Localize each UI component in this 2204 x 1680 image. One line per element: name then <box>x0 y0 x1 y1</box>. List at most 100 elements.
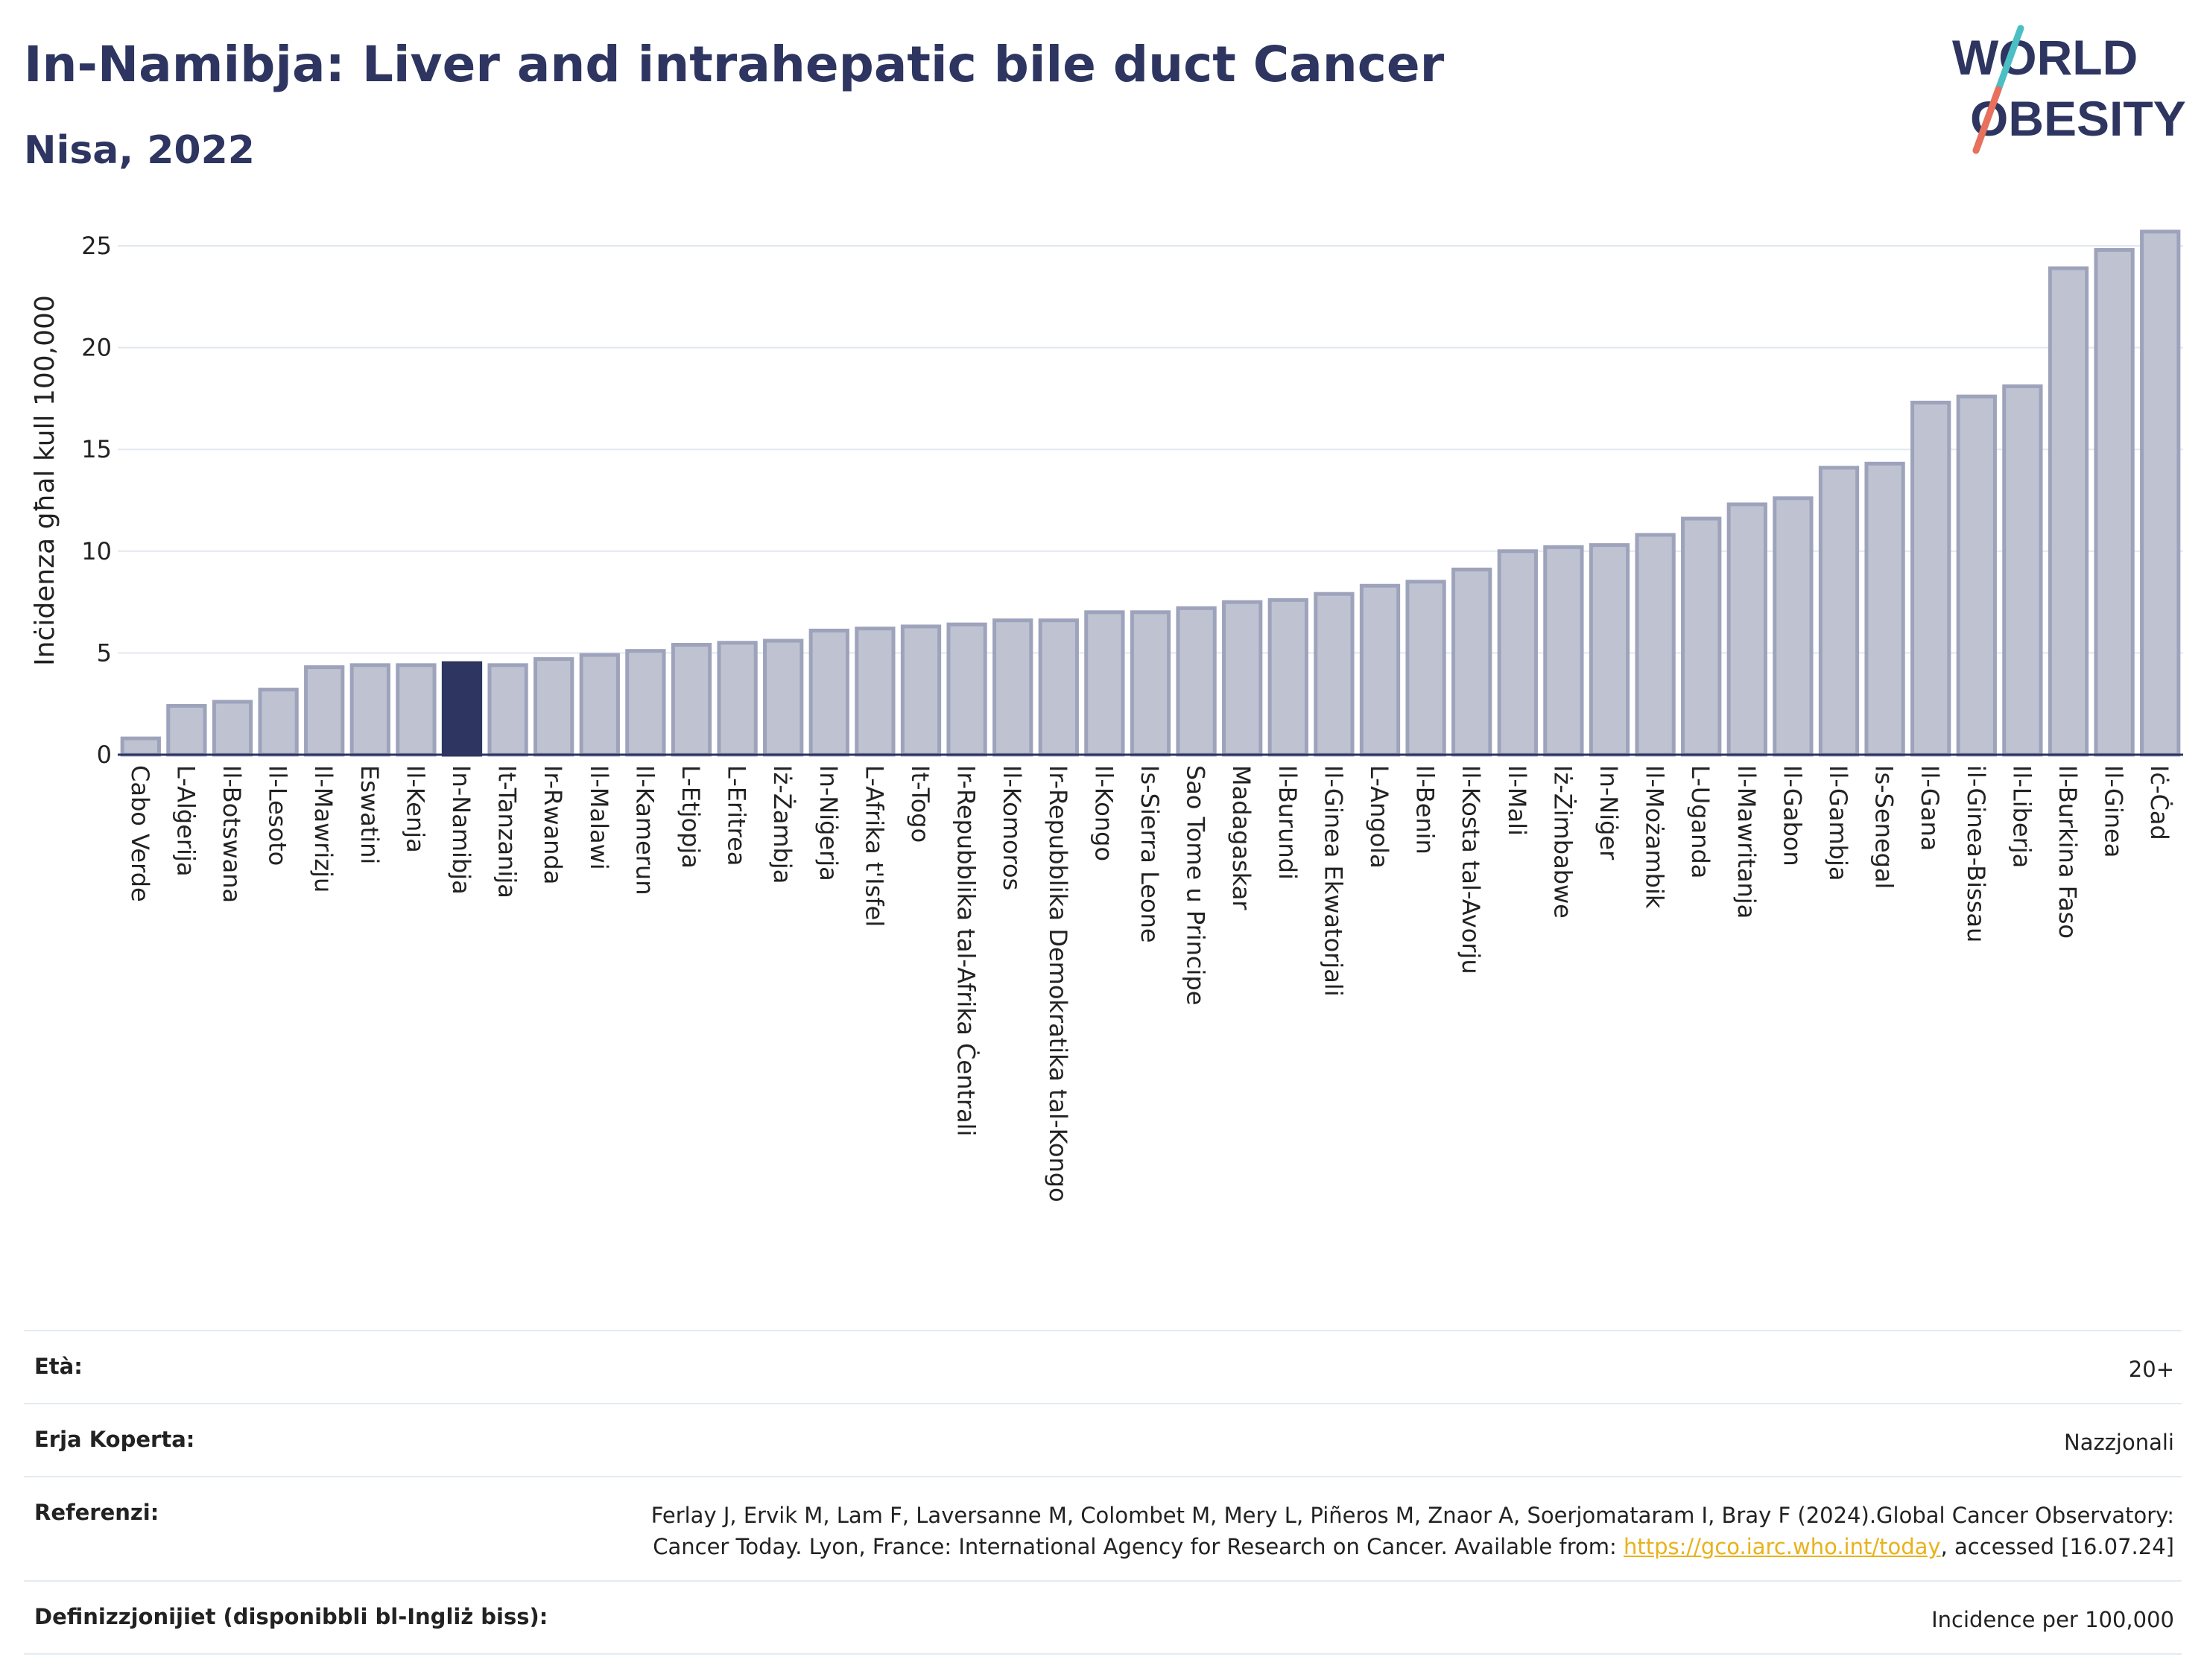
x-tick-label: L-Alġerija <box>171 765 200 876</box>
x-tick-label: Il-Gambja <box>1824 765 1852 881</box>
x-tick-label: Il-Mawritanja <box>1732 765 1761 919</box>
bar <box>2002 384 2043 757</box>
y-ticks: 0 5 10 15 20 25 <box>81 232 112 769</box>
bar <box>808 628 849 757</box>
x-tick-label: In-Niġerja <box>814 765 843 881</box>
bar <box>396 663 437 757</box>
x-tick-label: Il-Burkina Faso <box>2053 765 2082 939</box>
bar <box>1314 592 1355 757</box>
bar <box>1956 394 1997 757</box>
x-tick-label: Il-Gana <box>1916 765 1944 851</box>
age-value: 20+ <box>2128 1357 2174 1382</box>
x-tick-label: Il-Mali <box>1503 765 1531 836</box>
bar <box>1543 545 1584 757</box>
x-tick-label: L-Eritrea <box>723 765 751 866</box>
x-tick-label: Il-Mawrizju <box>309 765 338 893</box>
x-tick-label: il-Ginea-Bissau <box>1962 765 1990 942</box>
x-tick-label: L-Uganda <box>1686 765 1714 878</box>
bar <box>1359 583 1401 757</box>
x-tick-label: Il-Benin <box>1411 765 1440 855</box>
x-tick-label: Il-Kosta tal-Avorju <box>1457 765 1485 974</box>
world-obesity-logo: WORLD OBESITY <box>1952 25 2186 154</box>
bar <box>855 627 896 757</box>
bar <box>2048 266 2089 757</box>
info-row-definitions: Definizzjonijiet (disponibbli bl-Ingliż … <box>24 1580 2182 1655</box>
x-tick-label: Il-Botswana <box>218 765 246 903</box>
x-tick-label: Il-Możambik <box>1641 765 1669 909</box>
chart-subtitle: Nisa, 2022 <box>24 128 255 173</box>
bar <box>349 663 390 757</box>
y-tick-label: 15 <box>81 435 112 463</box>
definitions-label: Definizzjonijiet (disponibbli bl-Ingliż … <box>34 1604 548 1629</box>
bar <box>579 653 620 757</box>
references-link[interactable]: https://gco.iarc.who.int/today <box>1623 1534 1941 1559</box>
bar <box>900 624 942 757</box>
bar <box>1222 600 1263 757</box>
y-axis-label: Inċidenza għal kull 100,000 <box>30 295 60 666</box>
bar <box>1910 400 1951 757</box>
bar <box>992 618 1033 757</box>
bar <box>625 649 666 757</box>
bar <box>487 663 528 757</box>
bar <box>533 657 574 757</box>
x-tick-label: In-Niġer <box>1595 765 1623 860</box>
bar <box>1084 610 1125 757</box>
y-tick-label: 0 <box>97 741 112 769</box>
x-tick-label: Madagaskar <box>1227 765 1255 910</box>
bar <box>120 736 161 757</box>
definitions-value: Incidence per 100,000 <box>1931 1607 2174 1632</box>
x-tick-label: Il-Lesoto <box>264 765 292 866</box>
x-tick-label: Ir-Repubblika tal-Afrika Ċentrali <box>952 765 981 1136</box>
bar <box>1589 543 1630 757</box>
bar-chart: 0 5 10 15 20 25 Cabo Verde L-Alġerija Il-Botswa… <box>30 229 2183 1202</box>
x-tick-label: Il-Liberja <box>2007 765 2036 868</box>
y-tick-label: 10 <box>81 537 112 565</box>
logo-text-obesity: OBESITY <box>1970 91 2186 146</box>
bar <box>1497 549 1538 757</box>
y-tick-label: 20 <box>81 334 112 362</box>
bar <box>1176 606 1217 757</box>
x-tick-label: L-Angola <box>1365 765 1393 869</box>
bar <box>2094 247 2135 757</box>
bar <box>671 642 712 757</box>
bar <box>2140 229 2181 757</box>
bars <box>120 229 2181 757</box>
x-tick-label: Il-Ginea <box>2100 765 2128 858</box>
area-label: Erja Koperta: <box>34 1427 195 1452</box>
bar <box>1451 567 1492 757</box>
bar <box>1267 597 1308 757</box>
x-tick-label: Iż-Żimbabwe <box>1548 765 1577 919</box>
x-tick-label: Is-Senegal <box>1870 765 1899 889</box>
info-row-age: Età: 20+ <box>24 1330 2182 1403</box>
x-tick-label: Il-Kenja <box>401 765 429 853</box>
bar <box>258 688 299 757</box>
x-tick-label: Sao Tome u Principe <box>1182 765 1210 1005</box>
x-tick-label: Cabo Verde <box>126 765 154 902</box>
x-tick-label: Is-Sierra Leone <box>1136 765 1164 943</box>
x-tick-label: Il-Burundi <box>1273 765 1302 880</box>
references-label: Referenzi: <box>34 1500 159 1525</box>
x-tick-label: Il-Malawi <box>585 765 613 870</box>
x-tick-label: L-Etjopja <box>677 765 705 869</box>
bar <box>1726 502 1767 757</box>
references-text: Ferlay J, Ervik M, Lam F, Laversanne M, … <box>650 1503 2174 1559</box>
bar <box>166 703 207 757</box>
x-tick-label: L-Afrika t'Isfel <box>860 765 888 927</box>
info-table: Età: 20+ Erja Koperta: Nazzjonali Refere… <box>24 1330 2182 1655</box>
chart-title: In-Namibja: Liver and intrahepatic bile … <box>24 36 1445 93</box>
x-tick-label: Iċ-Ċad <box>2145 765 2173 840</box>
x-tick-label: It-Togo <box>906 765 934 843</box>
info-row-area: Erja Koperta: Nazzjonali <box>24 1403 2182 1476</box>
logo-slash-coral <box>1972 86 2002 154</box>
bar <box>1864 461 1905 757</box>
bar <box>1405 580 1446 757</box>
x-tick-label: Ir-Rwanda <box>539 765 567 884</box>
bar-highlight <box>441 661 483 757</box>
bar <box>1818 466 1860 757</box>
x-tick-label: Il-Ginea Ekwatorjali <box>1319 765 1347 997</box>
x-tick-label: Ir-Repubblika Demokratika tal-Kongo <box>1044 765 1072 1202</box>
bar <box>946 622 987 757</box>
bar <box>763 638 804 757</box>
x-ticks: Cabo Verde L-Alġerija Il-Botswana Il-Lesoto… <box>126 765 2173 1202</box>
bar <box>1681 516 1722 757</box>
